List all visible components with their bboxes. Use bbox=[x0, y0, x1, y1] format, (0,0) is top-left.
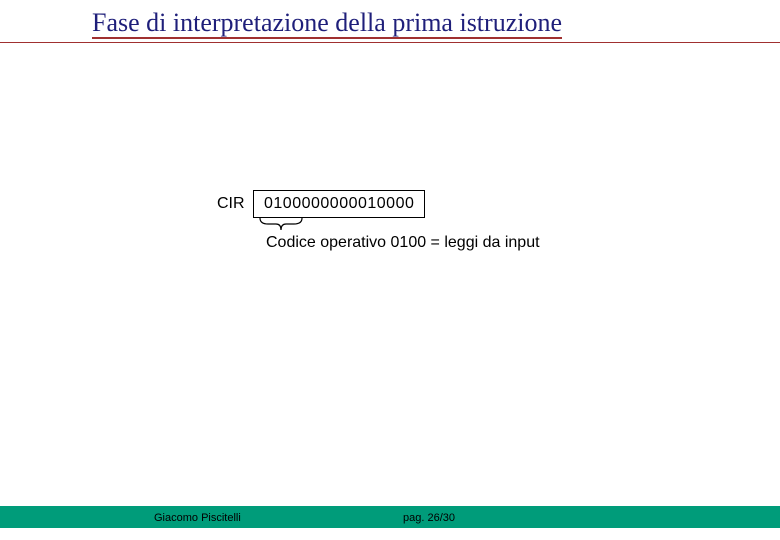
footer-author: Giacomo Piscitelli bbox=[154, 512, 241, 524]
opcode-bracket bbox=[258, 218, 304, 232]
title-underline bbox=[0, 42, 780, 43]
opcode-caption: Codice operativo 0100 = leggi da input bbox=[266, 234, 540, 252]
slide-title: Fase di interpretazione della prima istr… bbox=[92, 8, 562, 38]
footer-page: pag. 26/30 bbox=[403, 512, 455, 524]
cir-label: CIR bbox=[217, 195, 245, 213]
cir-value-box: 0100000000010000 bbox=[253, 190, 425, 218]
footer-bar bbox=[0, 506, 780, 528]
